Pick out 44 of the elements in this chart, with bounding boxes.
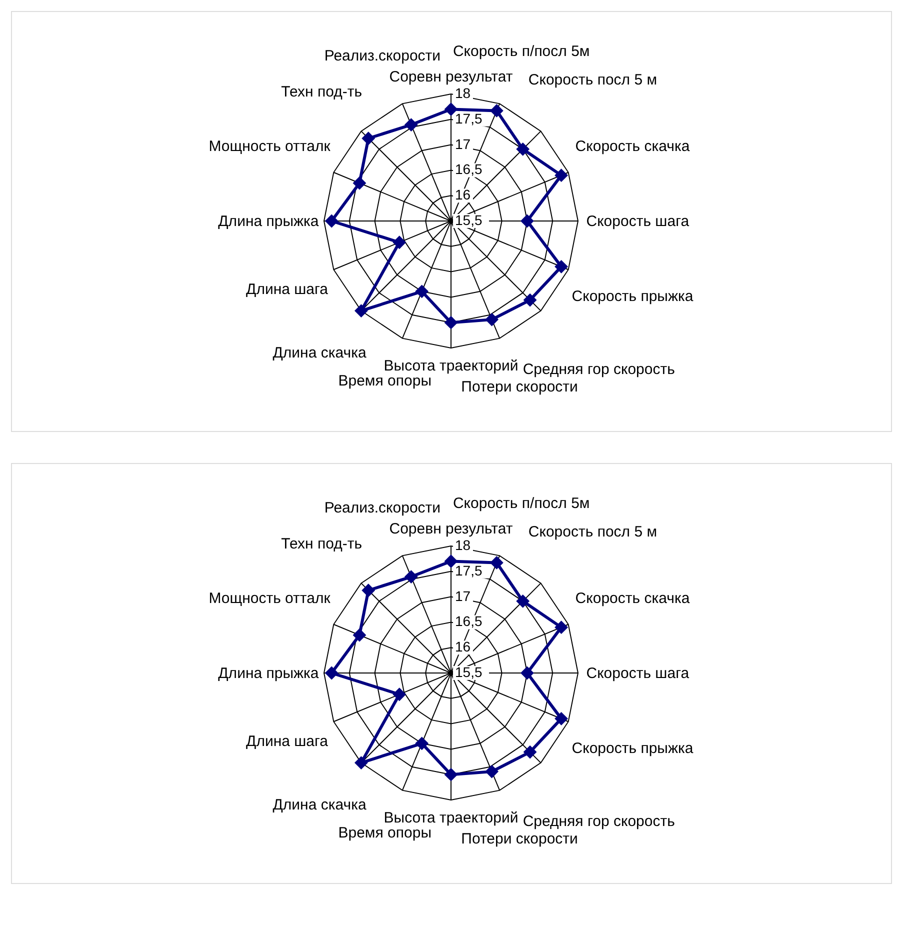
- spoke-label: Длина прыжка: [218, 665, 320, 682]
- spoke-label: Скорость скачка: [575, 138, 690, 155]
- spoke-label: Скорость прыжка: [572, 288, 694, 306]
- spoke-label: Время опоры: [338, 824, 432, 842]
- y-tick-label: 17: [455, 136, 471, 152]
- spoke-label: Длина скачка: [272, 344, 367, 362]
- spoke-label: Скорость посл 5 м: [528, 71, 658, 88]
- spoke-label: Скорость шага: [586, 213, 690, 230]
- y-tick-label: 17: [455, 588, 471, 604]
- y-tick-label: 16,5: [455, 613, 482, 630]
- spoke-label: Средняя гор скорость: [522, 360, 676, 378]
- spoke-label: Потери скорости: [461, 830, 578, 848]
- spoke-label: Соревн результат: [389, 68, 513, 86]
- y-tick-label: 16: [455, 638, 471, 655]
- y-tick-label: 17,5: [455, 110, 482, 126]
- spoke-label: Техн под-ть: [281, 536, 362, 553]
- spoke-label: Мощность отталк: [208, 138, 331, 155]
- y-tick-label: 16: [455, 186, 471, 203]
- y-tick-label: 18: [455, 537, 471, 553]
- spoke-label: Техн под-ть: [281, 84, 362, 101]
- spoke-label: Соревн результат: [389, 520, 513, 538]
- spoke-label: Скорость п/посл 5м: [452, 43, 590, 60]
- spoke-label: Высота траекторий: [384, 809, 518, 826]
- spoke-label: Время опоры: [338, 372, 432, 390]
- spoke-label: Мощность отталк: [208, 590, 331, 607]
- spoke-label: Средняя гор скорость: [522, 812, 676, 830]
- y-tick-label: 15,5: [455, 212, 482, 228]
- spoke-label: Реализ.скорости: [324, 500, 441, 517]
- spoke-label: Длина прыжка: [218, 213, 320, 230]
- spoke-label: Скорость п/посл 5м: [452, 495, 590, 512]
- spoke-label: Потери скорости: [461, 378, 578, 396]
- spoke-label: Скорость прыжка: [572, 740, 694, 758]
- y-tick-label: 18: [455, 85, 471, 101]
- spoke-label: Высота траекторий: [384, 357, 518, 374]
- y-tick-label: 16,5: [455, 161, 482, 178]
- spoke-label: Скорость шага: [586, 665, 690, 682]
- spoke-label: Реализ.скорости: [324, 48, 441, 65]
- spoke-label: Скорость посл 5 м: [528, 523, 658, 540]
- spoke-label: Длина скачка: [272, 796, 367, 814]
- spoke-label: Длина шага: [246, 280, 329, 298]
- spoke-label: Скорость скачка: [575, 590, 690, 607]
- y-tick-label: 15,5: [455, 664, 482, 680]
- spoke-label: Длина шага: [246, 732, 329, 750]
- y-tick-label: 17,5: [455, 562, 482, 578]
